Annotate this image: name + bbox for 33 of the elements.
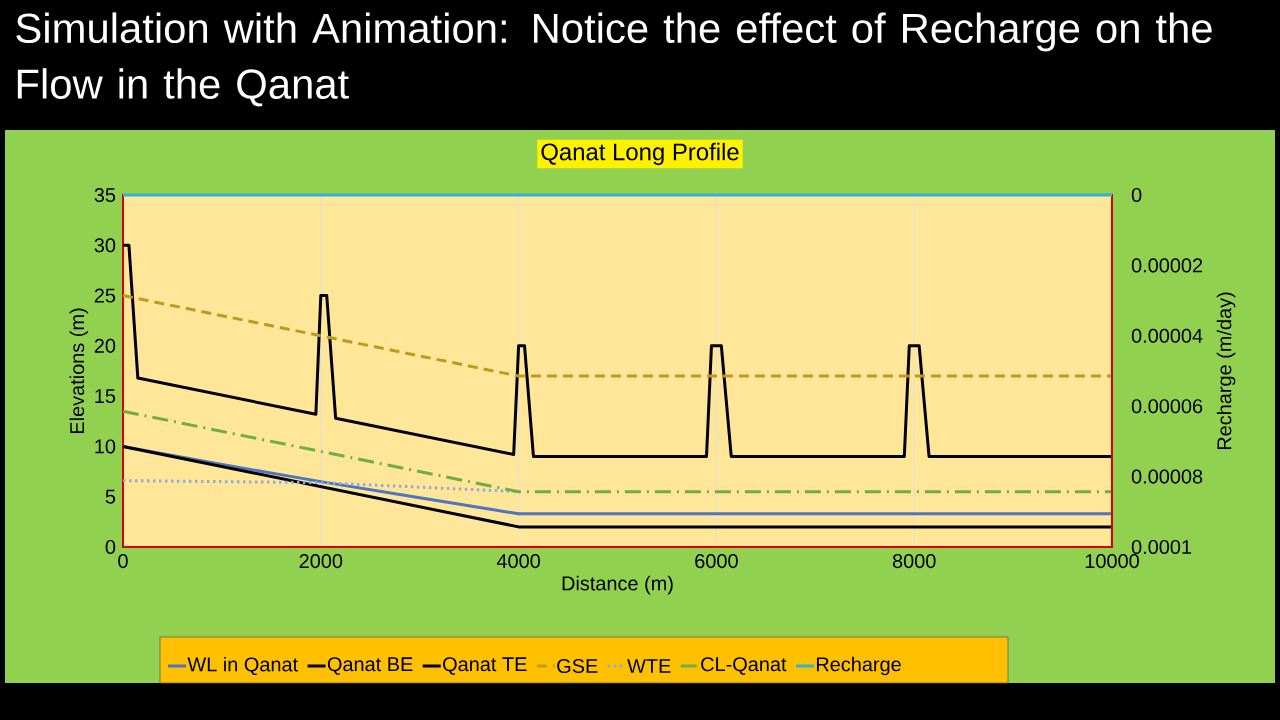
y-tick-label: 15	[95, 389, 116, 404]
y-tick-label: 0	[105, 539, 116, 555]
y-tick-label: 20	[94, 338, 116, 353]
y-axis-title: Elevations (m)	[69, 308, 89, 434]
x-axis-title: Distance (m)	[562, 575, 673, 595]
legend-label: Qanat BE	[327, 657, 413, 675]
chart-subtitle: Qanat Long Profile	[541, 142, 739, 166]
line-series	[121, 243, 1114, 458]
y2-tick-label: 0.0001	[1131, 539, 1192, 555]
x-tick-label: 6000	[695, 554, 738, 569]
legend-label: GSE	[557, 658, 598, 674]
y-tick-label: 30	[94, 238, 116, 253]
y2-tick-label: 0.00002	[1131, 258, 1203, 273]
legend-label: WL in Qanat	[187, 656, 298, 676]
y-tick-label: 10	[95, 439, 116, 454]
y2-tick-label: 0.00008	[1131, 469, 1203, 484]
x-tick-label: 2000	[299, 554, 343, 569]
x-tick-label: 8000	[892, 554, 936, 569]
y2-tick-label: 0.00004	[1131, 328, 1203, 343]
y-tick-label: 35	[94, 187, 116, 203]
legend-label: WTE	[627, 659, 671, 673]
y2-axis-title: Recharge (m/day)	[1216, 292, 1236, 450]
chart-title: Simulation with Animation: Notice the effect of Recharge on the Flow in the Qanat	[16, 12, 1212, 107]
y-tick-label: 5	[105, 489, 116, 504]
x-tick-label: 10000	[1085, 554, 1139, 569]
x-tick-label: 4000	[496, 554, 540, 569]
x-tick-label: 0	[118, 554, 128, 569]
legend-label: Qanat TE	[443, 657, 527, 675]
y2-tick-label: 0	[1131, 187, 1142, 203]
legend-label: Recharge	[816, 656, 901, 676]
y2-tick-label: 0.00006	[1131, 399, 1203, 414]
y-tick-label: 25	[94, 288, 116, 303]
legend-label: CL-Qanat	[701, 657, 787, 675]
